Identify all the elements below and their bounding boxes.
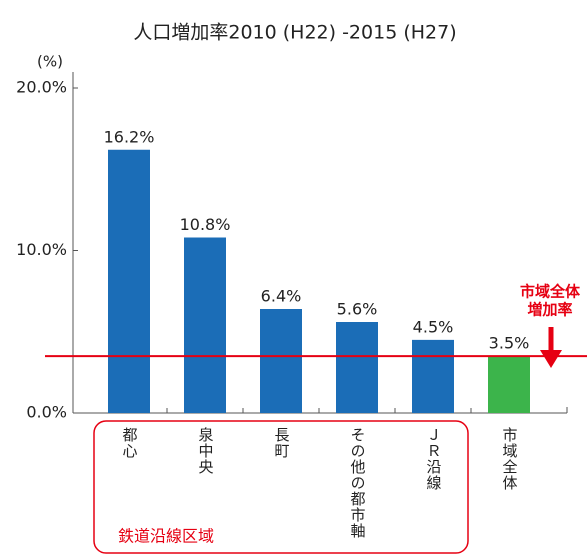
x-tick-label: 長町 <box>273 427 291 459</box>
group-label: 鉄道沿線区域 <box>118 527 214 546</box>
bar <box>260 309 302 413</box>
arrow-head <box>540 350 562 368</box>
bar <box>412 339 454 413</box>
value-label: 6.4% <box>261 287 302 306</box>
x-tick-label: 泉中央 <box>197 427 215 475</box>
chart-title: 人口増加率2010 (H22) -2015 (H27) <box>133 22 456 44</box>
reference-label: 市域全体 <box>520 283 581 301</box>
y-tick-label: 0.0% <box>26 403 67 422</box>
y-unit: (%) <box>37 53 63 71</box>
reference-label: 増加率 <box>527 301 572 319</box>
value-label: 16.2% <box>104 127 155 146</box>
y-tick-label: 20.0% <box>16 78 67 97</box>
value-label: 4.5% <box>413 317 454 336</box>
group-box <box>93 420 469 554</box>
x-tick-label: 市域全体 <box>501 427 519 491</box>
value-label: 3.5% <box>489 334 530 353</box>
x-tick-label: ＪＲ沿線 <box>425 427 443 491</box>
x-tick-label: その他の都市軸 <box>349 427 367 539</box>
bar <box>488 356 530 413</box>
y-tick-label: 10.0% <box>16 240 67 259</box>
x-tick-label: 都心 <box>121 427 139 459</box>
value-label: 5.6% <box>337 300 378 319</box>
bar <box>108 149 150 413</box>
bar <box>184 237 226 413</box>
value-label: 10.8% <box>180 215 231 234</box>
bar <box>336 322 378 413</box>
